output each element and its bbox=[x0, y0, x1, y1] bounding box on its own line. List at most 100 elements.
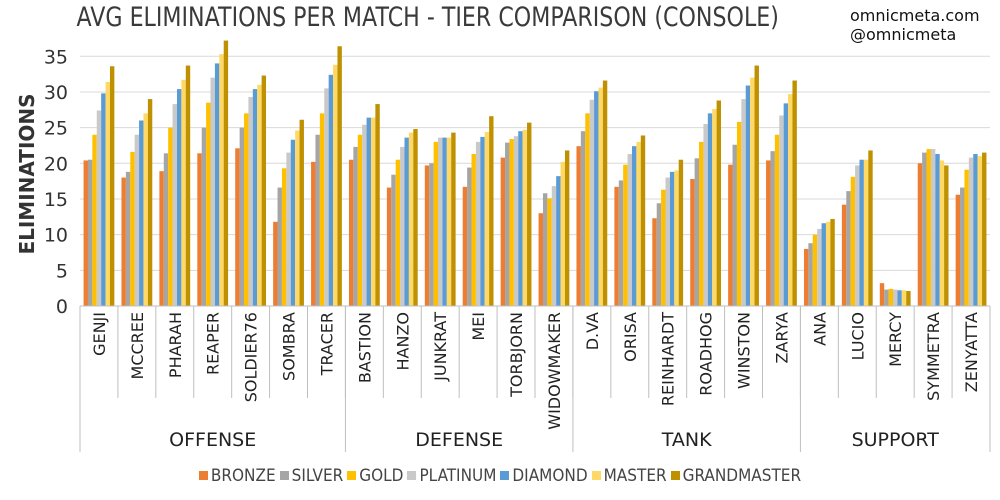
bar-platinum-reinhardt bbox=[665, 177, 670, 306]
bar-bronze-reaper bbox=[197, 153, 202, 306]
bar-gold-junkrat bbox=[433, 141, 439, 306]
bar-grandmaster-sombra bbox=[299, 119, 304, 307]
bar-master-orisa bbox=[636, 141, 641, 306]
bar-master-zarya bbox=[788, 94, 793, 306]
y-tick-label: 15 bbox=[44, 189, 68, 211]
category-label: TRACER bbox=[318, 312, 337, 376]
legend-item-master: MASTER bbox=[591, 466, 667, 486]
y-tick-label: 30 bbox=[44, 82, 68, 104]
group-label: TANK bbox=[661, 429, 712, 451]
category-label: TORBJORN bbox=[507, 312, 526, 398]
bar-silver-winston bbox=[732, 144, 737, 306]
bar-gold-hanzo bbox=[395, 159, 401, 306]
bar-bronze-orisa bbox=[614, 186, 619, 306]
bar-gold-ana bbox=[812, 234, 818, 306]
legend: BRONZE SILVER GOLD PLATINUM DIAMOND MASTER GRA… bbox=[0, 466, 1000, 486]
category-label: REAPER bbox=[204, 312, 223, 375]
axes bbox=[79, 305, 991, 452]
legend-label: BRONZE bbox=[210, 466, 276, 486]
bar-platinum-lucio bbox=[855, 165, 860, 306]
bar-master-sombra bbox=[295, 130, 300, 306]
bar-platinum-bastion bbox=[362, 124, 367, 307]
bar-master-winston bbox=[750, 77, 755, 307]
bar-grandmaster-genji bbox=[109, 66, 115, 306]
bar-silver-symmetra bbox=[922, 152, 927, 306]
bar-master-tracer bbox=[333, 64, 338, 306]
bar-bronze-soldier76 bbox=[235, 148, 240, 306]
bar-gold-reaper bbox=[206, 102, 211, 307]
bar-silver-mercy bbox=[884, 289, 889, 306]
category-label: SOLDIER76 bbox=[242, 312, 261, 402]
bar-silver-lucio bbox=[846, 191, 851, 306]
bar-diamond-roadhog bbox=[707, 113, 713, 306]
category-label: BASTION bbox=[355, 312, 374, 383]
y-tick-label: 20 bbox=[44, 153, 68, 175]
bar-platinum-roadhog bbox=[703, 124, 708, 306]
bar-master-widowmaker bbox=[560, 161, 565, 306]
category-label: LUCIO bbox=[848, 312, 867, 360]
bar-platinum-pharah bbox=[172, 104, 177, 306]
bar-silver-roadhog bbox=[694, 158, 700, 306]
bar-grandmaster-reinhardt bbox=[678, 159, 684, 306]
group-labels: OFFENSE DEFENSE TANK SUPPORT bbox=[169, 429, 939, 451]
legend-label: GRANDMASTER bbox=[682, 466, 802, 486]
bar-platinum-genji bbox=[96, 110, 102, 306]
legend-item-platinum: PLATINUM bbox=[407, 466, 496, 486]
bar-bronze-bastion bbox=[348, 159, 354, 306]
bar-gold-roadhog bbox=[699, 141, 704, 306]
bar-gold-genji bbox=[92, 134, 97, 306]
bar-bronze-mei bbox=[462, 186, 468, 306]
bar-gold-mccree bbox=[130, 151, 135, 306]
bar-silver-pharah bbox=[163, 153, 169, 306]
bar-silver-bastion bbox=[353, 146, 358, 306]
category-label: MCCREE bbox=[128, 312, 147, 379]
bar-bronze-dva bbox=[576, 146, 581, 306]
bar-silver-mei bbox=[467, 167, 472, 306]
bar-grandmaster-ana bbox=[830, 218, 835, 306]
bar-grandmaster-torbjorn bbox=[527, 122, 532, 306]
bar-diamond-zarya bbox=[783, 103, 789, 306]
bar-platinum-mei bbox=[475, 141, 481, 306]
bar-master-pharah bbox=[181, 79, 186, 306]
bar-gold-soldier76 bbox=[244, 113, 249, 306]
bar-grandmaster-bastion bbox=[375, 104, 380, 306]
bar-bronze-mccree bbox=[121, 177, 126, 306]
bar-grandmaster-soldier76 bbox=[261, 75, 267, 306]
legend-swatch bbox=[279, 471, 289, 480]
bar-grandmaster-tracer bbox=[337, 46, 342, 306]
bar-master-junkrat bbox=[446, 137, 452, 306]
category-label: GENJI bbox=[90, 312, 109, 356]
bar-silver-zarya bbox=[770, 151, 775, 306]
legend-label: MASTER bbox=[603, 466, 667, 486]
group-label: OFFENSE bbox=[169, 429, 256, 451]
bar-bronze-torbjorn bbox=[500, 157, 506, 306]
bar-platinum-winston bbox=[741, 99, 746, 306]
bar-silver-junkrat bbox=[429, 163, 434, 306]
category-label: SYMMETRA bbox=[924, 312, 943, 401]
category-label: ANA bbox=[810, 312, 829, 346]
bar-platinum-sombra bbox=[286, 152, 291, 306]
y-tick-labels: 0 5 10 15 20 25 30 35 bbox=[44, 46, 68, 318]
bar-platinum-hanzo bbox=[400, 146, 405, 306]
bar-silver-reaper bbox=[201, 127, 207, 307]
bar-gold-lucio bbox=[850, 176, 856, 306]
y-tick-label: 10 bbox=[44, 225, 68, 247]
bar-master-mccree bbox=[143, 113, 148, 306]
bar-grandmaster-zenyatta bbox=[982, 152, 987, 306]
category-label: ORISA bbox=[621, 312, 640, 362]
category-label: ZENYATTA bbox=[962, 312, 981, 392]
bar-diamond-junkrat bbox=[442, 137, 447, 306]
bar-silver-mccree bbox=[125, 171, 131, 306]
bar-platinum-symmetra bbox=[930, 149, 936, 306]
bar-platinum-tracer bbox=[324, 88, 329, 306]
bar-grandmaster-widowmaker bbox=[564, 150, 570, 306]
bar-grandmaster-junkrat bbox=[451, 132, 456, 306]
bar-master-reaper bbox=[219, 54, 224, 306]
bar-gold-zenyatta bbox=[964, 169, 969, 306]
legend-label: DIAMOND bbox=[512, 466, 588, 486]
bar-platinum-mccree bbox=[134, 134, 140, 306]
bar-grandmaster-mercy bbox=[906, 291, 911, 306]
bar-diamond-lucio bbox=[859, 159, 864, 306]
bar-diamond-pharah bbox=[176, 89, 182, 306]
